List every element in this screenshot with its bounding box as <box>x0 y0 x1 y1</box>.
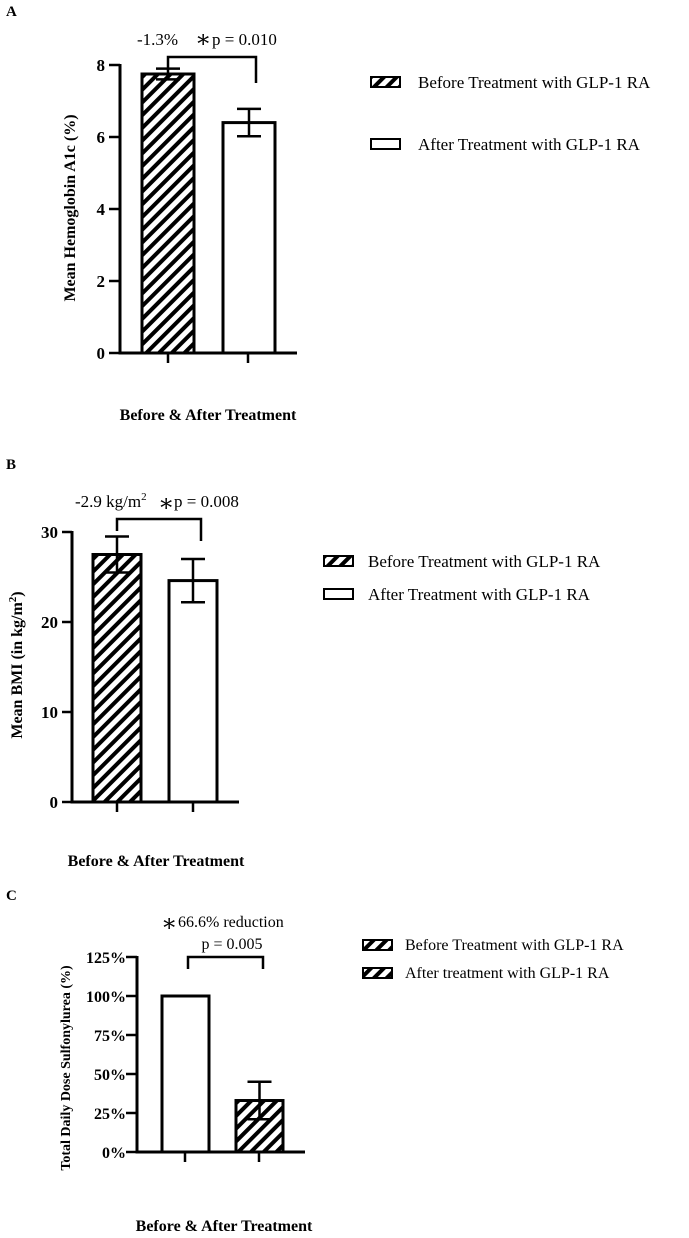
bar <box>160 994 211 1154</box>
panel-a: A -1.3% ∗ p = 0.010 0 2 4 6 8 Mean Hemoglobi… <box>6 4 651 424</box>
annotation-change: -1.3% <box>137 30 178 49</box>
y-tick-label: 100% <box>86 989 126 1006</box>
legend-label: After Treatment with GLP-1 RA <box>368 585 591 604</box>
y-tick-label: 25% <box>94 1106 126 1123</box>
y-tick-label: 0 <box>97 344 106 363</box>
panel-a-annotation: -1.3% ∗ p = 0.010 <box>137 27 277 53</box>
panel-b: B -2.9 kg/m2 ∗ p = 0.008 0 10 20 30 Mean BM… <box>6 457 601 870</box>
y-axis-label-a: Mean Hemoglobin A1c (%) <box>62 114 79 301</box>
legend-a: Before Treatment with GLP-1 RA After Tre… <box>370 73 651 154</box>
bar <box>140 72 196 355</box>
plot-area-b: 0 10 20 30 <box>41 517 239 812</box>
y-tick-label: 10 <box>41 703 58 722</box>
y-tick-label: 4 <box>97 200 106 219</box>
annotation-pvalue: p = 0.008 <box>174 492 239 511</box>
significance-bracket <box>115 517 203 541</box>
y-tick-label: 2 <box>97 272 106 291</box>
legend-item-before: Before Treatment with GLP-1 RA <box>362 937 624 954</box>
bar <box>91 553 143 804</box>
legend-label: Before Treatment with GLP-1 RA <box>405 937 624 954</box>
y-tick-label: 75% <box>94 1028 126 1045</box>
y-tick-label: 50% <box>94 1067 126 1084</box>
legend-swatch-hatch <box>362 939 393 951</box>
bar <box>221 121 277 355</box>
legend-label: After treatment with GLP-1 RA <box>405 965 610 982</box>
legend-item-after: After treatment with GLP-1 RA <box>362 965 610 982</box>
legend-swatch-solid <box>323 588 354 600</box>
annotation-change: 66.6% reduction <box>178 914 284 931</box>
x-axis-label-a: Before & After Treatment <box>120 407 297 424</box>
legend-swatch-hatch <box>370 76 401 88</box>
legend-swatch-hatch <box>362 967 393 979</box>
panel-c: C ∗ 66.6% reduction p = 0.005 0% 25% 50% 75… <box>6 888 624 1235</box>
legend-c: Before Treatment with GLP-1 RA After tre… <box>362 937 624 982</box>
significance-star: ∗ <box>158 491 174 517</box>
legend-label: Before Treatment with GLP-1 RA <box>368 552 601 571</box>
legend-item-after: After Treatment with GLP-1 RA <box>323 585 591 604</box>
legend-swatch-hatch <box>323 555 354 567</box>
bar <box>167 579 219 804</box>
y-tick-label: 30 <box>41 523 58 542</box>
legend-label: Before Treatment with GLP-1 RA <box>418 73 651 92</box>
panel-b-annotation: -2.9 kg/m2 ∗ p = 0.008 <box>75 491 239 517</box>
x-axis-label-c: Before & After Treatment <box>136 1218 313 1235</box>
significance-star: ∗ <box>161 911 177 937</box>
plot-area-a: 0 2 4 6 8 <box>97 55 297 363</box>
legend-b: Before Treatment with GLP-1 RA After Tre… <box>323 552 601 604</box>
x-axis-label-b: Before & After Treatment <box>68 853 245 870</box>
y-tick-label: 0 <box>50 793 59 812</box>
y-tick-label: 0% <box>102 1145 126 1162</box>
legend-item-after: After Treatment with GLP-1 RA <box>370 135 641 154</box>
y-axis-label-c: Total Daily Dose Sulfonylurea (%) <box>59 965 74 1171</box>
panel-c-annotation: ∗ 66.6% reduction p = 0.005 <box>161 911 284 953</box>
annotation-change: -2.9 kg/m2 <box>75 491 147 511</box>
panel-letter-b: B <box>6 457 16 473</box>
annotation-pvalue: p = 0.005 <box>201 936 262 953</box>
legend-item-before: Before Treatment with GLP-1 RA <box>370 73 651 92</box>
legend-label: After Treatment with GLP-1 RA <box>418 135 641 154</box>
y-tick-label: 8 <box>97 56 106 75</box>
significance-star: ∗ <box>195 27 211 53</box>
plot-area-c: 0% 25% 50% 75% 100% 125% <box>86 950 305 1162</box>
significance-bracket <box>166 55 258 83</box>
y-tick-label: 20 <box>41 613 58 632</box>
panel-letter-a: A <box>6 4 17 20</box>
y-tick-label: 125% <box>86 950 126 967</box>
legend-swatch-solid <box>370 138 401 150</box>
legend-item-before: Before Treatment with GLP-1 RA <box>323 552 601 571</box>
panel-letter-c: C <box>6 888 17 904</box>
significance-bracket <box>186 955 265 969</box>
y-tick-label: 6 <box>97 128 106 147</box>
annotation-pvalue: p = 0.010 <box>212 30 277 49</box>
y-axis-label-b: Mean BMI (in kg/m2) <box>7 591 26 738</box>
